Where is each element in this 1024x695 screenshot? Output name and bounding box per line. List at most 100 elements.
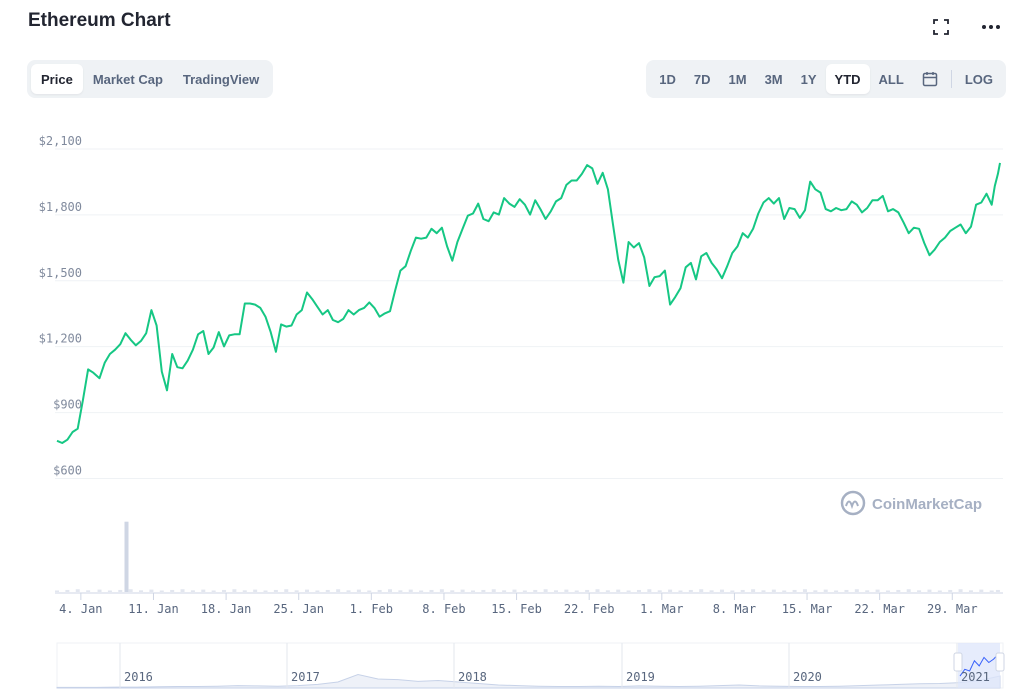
volume-bar: [201, 589, 206, 592]
range-3m[interactable]: 3M: [764, 71, 783, 87]
volume-bar: [232, 589, 237, 592]
navigator-year-dividers: [119, 643, 958, 688]
volume-bar: [865, 590, 870, 592]
range-1m[interactable]: 1M: [728, 71, 747, 87]
volume-bar: [470, 590, 475, 592]
tab-tradingview[interactable]: TradingView: [182, 71, 260, 87]
navigator-year-label: 2017: [291, 670, 320, 684]
volume-bar: [605, 590, 610, 592]
volume-bar: [346, 590, 351, 592]
volume-bar: [222, 589, 227, 592]
navigator-selected-series: [959, 653, 999, 677]
volume-bar: [97, 589, 102, 592]
x-axis-ticks: 4. Jan 11. Jan 18. Jan 25. Jan 1. Feb 8. Feb 1…: [59, 593, 978, 616]
volume-bar: [273, 589, 278, 592]
tab-market-cap[interactable]: Market Cap: [92, 71, 163, 87]
volume-bar-spike: [124, 521, 129, 592]
volume-bar: [439, 589, 444, 592]
volume-bar: [512, 589, 517, 592]
volume-bar: [325, 589, 330, 592]
volume-bar: [211, 590, 216, 592]
volume-bars: [55, 521, 1000, 592]
volume-bar: [86, 590, 91, 592]
volume-bar: [398, 590, 403, 592]
x-tick-label: 8. Mar: [713, 602, 756, 616]
y-tick-label: $600: [53, 463, 82, 477]
navigator[interactable]: 2016 2017 2018 2019 2020 2021: [56, 642, 1005, 689]
volume-bar: [460, 589, 465, 592]
expand-icon[interactable]: [930, 16, 952, 38]
volume-bar: [906, 589, 911, 592]
navigator-year-label: 2021: [961, 670, 990, 684]
volume-bar: [190, 590, 195, 592]
volume-bar: [896, 589, 901, 592]
volume-bar: [595, 589, 600, 592]
volume-bar: [491, 589, 496, 592]
volume-bar: [813, 590, 818, 592]
x-tick-label: 15. Feb: [491, 602, 542, 616]
volume-bar: [823, 589, 828, 592]
volume-bar: [709, 590, 714, 592]
volume-bar: [522, 590, 527, 592]
navigator-year-label: 2018: [458, 670, 487, 684]
volume-bar: [315, 590, 320, 592]
volume-bar: [336, 589, 341, 592]
chart-toolbar: [930, 16, 1002, 38]
x-tick-label: 8. Feb: [422, 602, 465, 616]
navigator-series: [56, 673, 1001, 689]
x-tick-label: 15. Mar: [782, 602, 833, 616]
tab-price[interactable]: Price: [31, 64, 83, 94]
volume-bar: [553, 590, 558, 592]
volume-bar: [771, 589, 776, 592]
grid-lines: [55, 148, 1003, 479]
volume-bar: [626, 590, 631, 592]
range-1d[interactable]: 1D: [659, 71, 676, 87]
y-tick-label: $1,200: [39, 332, 82, 346]
navigator-handle-right[interactable]: [995, 652, 1005, 672]
view-switcher: Price Market Cap TradingView: [27, 60, 274, 98]
volume-bar: [75, 589, 80, 592]
x-tick-label: 18. Jan: [201, 602, 252, 616]
volume-bar: [429, 589, 434, 592]
volume-bar: [180, 589, 185, 592]
range-7d[interactable]: 7D: [693, 71, 711, 87]
y-tick-label: $1,800: [39, 200, 82, 214]
volume-bar: [242, 590, 247, 592]
volume-bar: [107, 590, 112, 592]
toolbar-divider: [950, 70, 952, 88]
calendar-icon[interactable]: [913, 64, 947, 94]
log-toggle[interactable]: LOG: [964, 71, 993, 87]
volume-bar: [730, 590, 735, 592]
volume-bar: [502, 590, 507, 592]
volume-bar: [294, 590, 299, 592]
watermark: CoinMarketCap: [840, 490, 982, 516]
volume-bar: [284, 589, 289, 592]
volume-bar: [937, 590, 942, 592]
range-all[interactable]: ALL: [878, 71, 904, 87]
navigator-year-label: 2020: [793, 670, 822, 684]
volume-bar: [356, 589, 361, 592]
watermark-text: CoinMarketCap: [872, 496, 982, 513]
volume-bar: [128, 589, 133, 592]
range-1y[interactable]: 1Y: [800, 71, 817, 87]
page-title: Ethereum Chart: [28, 10, 171, 31]
volume-bar: [958, 589, 963, 592]
volume-bar: [159, 590, 164, 592]
range-ytd[interactable]: YTD: [825, 64, 870, 94]
volume-bar: [450, 590, 455, 592]
navigator-handle-left[interactable]: [953, 652, 963, 672]
volume-bar: [305, 589, 310, 592]
volume-bar: [761, 590, 766, 592]
x-tick-label: 29. Mar: [927, 602, 978, 616]
volume-bar: [481, 589, 486, 592]
volume-bar: [388, 589, 393, 592]
more-horizontal-icon[interactable]: [980, 16, 1002, 38]
x-tick-label: 22. Feb: [564, 602, 615, 616]
range-switcher: 1D 7D 1M 3M 1Y YTD ALL LOG: [646, 60, 1006, 98]
volume-bar: [657, 590, 662, 592]
volume-bar: [995, 589, 1000, 592]
volume-bar: [263, 590, 268, 592]
volume-bar: [719, 589, 724, 592]
x-tick-label: 25. Jan: [273, 602, 324, 616]
volume-bar: [927, 589, 932, 592]
